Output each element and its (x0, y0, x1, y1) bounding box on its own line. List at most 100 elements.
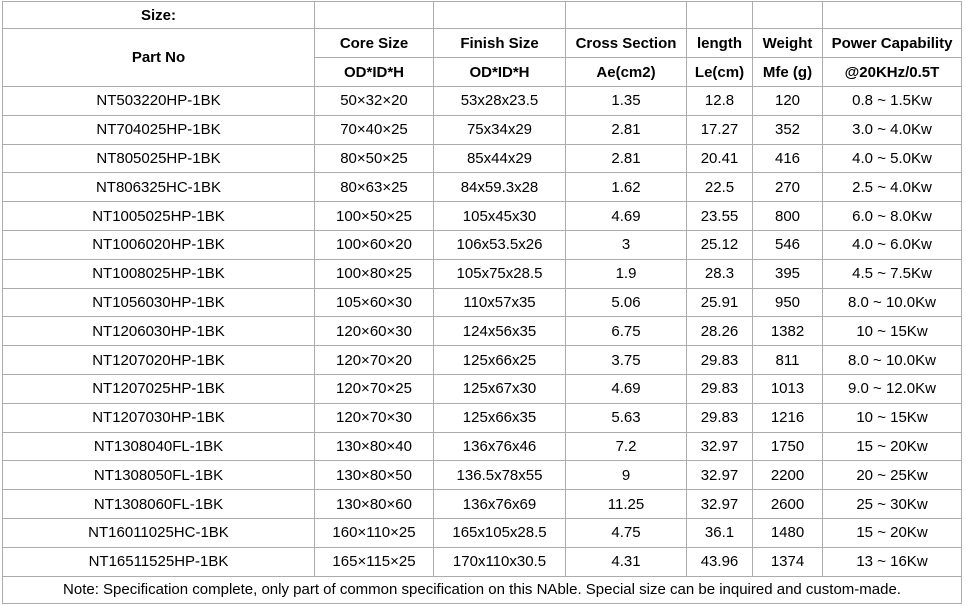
cell-power: 15 ~ 20Kw (822, 431, 962, 462)
cell-length: 36.1 (686, 517, 753, 548)
subheader-cross-section-unit: Ae(cm2) (565, 57, 687, 87)
note-row: Note: Specification complete, only part … (2, 575, 962, 604)
cell-finish-size: 75x34x29 (433, 114, 566, 145)
cell-cross-section: 7.2 (565, 431, 687, 462)
cell-part-no: NT806325HC-1BK (2, 172, 315, 203)
cell-part-no: NT16011025HC-1BK (2, 517, 315, 548)
cell-finish-size: 136x76x46 (433, 431, 566, 462)
cell-length: 22.5 (686, 172, 753, 203)
table-row: NT1207030HP-1BK 120×70×30 125x66x35 5.63 29.… (2, 402, 962, 433)
cell-length: 25.91 (686, 287, 753, 318)
table-row: NT805025HP-1BK 80×50×25 85x44x29 2.81 20.41 4… (2, 143, 962, 174)
cell-weight: 950 (752, 287, 823, 318)
table-row: NT1008025HP-1BK 100×80×25 105x75x28.5 1.9 28… (2, 258, 962, 289)
cell-part-no: NT1308050FL-1BK (2, 460, 315, 491)
cell-core-size: 120×70×20 (314, 345, 434, 375)
cell-finish-size: 110x57x35 (433, 287, 566, 318)
cell-cross-section: 4.31 (565, 546, 687, 577)
cell-weight: 270 (752, 172, 823, 203)
cell-part-no: NT16511525HP-1BK (2, 546, 315, 577)
cell-weight: 800 (752, 201, 823, 231)
cell-power: 13 ~ 16Kw (822, 546, 962, 577)
cell-length: 43.96 (686, 546, 753, 577)
table-row: NT503220HP-1BK 50×32×20 53x28x23.5 1.35 12.8… (2, 86, 962, 116)
cell-finish-size: 125x67x30 (433, 373, 566, 404)
cell-cross-section: 4.69 (565, 373, 687, 404)
cell-power: 4.5 ~ 7.5Kw (822, 258, 962, 289)
table-body: NT503220HP-1BK 50×32×20 53x28x23.5 1.35 12.8… (2, 86, 962, 577)
cell-weight: 416 (752, 143, 823, 174)
cell-finish-size: 105x45x30 (433, 201, 566, 231)
empty-cell (752, 1, 823, 29)
cell-power: 8.0 ~ 10.0Kw (822, 345, 962, 375)
cell-core-size: 50×32×20 (314, 86, 434, 116)
cell-part-no: NT1005025HP-1BK (2, 201, 315, 231)
cell-core-size: 120×70×30 (314, 402, 434, 433)
cell-core-size: 100×80×25 (314, 258, 434, 289)
cell-power: 4.0 ~ 5.0Kw (822, 143, 962, 174)
cell-part-no: NT503220HP-1BK (2, 86, 315, 116)
cell-part-no: NT1008025HP-1BK (2, 258, 315, 289)
empty-cell (686, 1, 753, 29)
table-row: NT1005025HP-1BK 100×50×25 105x45x30 4.69 23.… (2, 201, 962, 231)
cell-weight: 1480 (752, 517, 823, 548)
column-header-length: length (686, 28, 753, 58)
cell-finish-size: 136x76x69 (433, 489, 566, 519)
cell-length: 29.83 (686, 373, 753, 404)
cell-finish-size: 105x75x28.5 (433, 258, 566, 289)
cell-finish-size: 53x28x23.5 (433, 86, 566, 116)
cell-power: 15 ~ 20Kw (822, 517, 962, 548)
cell-core-size: 80×50×25 (314, 143, 434, 174)
empty-cell (433, 1, 566, 29)
cell-part-no: NT1006020HP-1BK (2, 229, 315, 260)
cell-length: 28.26 (686, 316, 753, 347)
table-row: NT16011025HC-1BK 160×110×25 165x105x28.5 4.… (2, 517, 962, 548)
table-row: NT1006020HP-1BK 100×60×20 106x53.5x26 3 25.1… (2, 229, 962, 260)
cell-power: 8.0 ~ 10.0Kw (822, 287, 962, 318)
table-row: NT1056030HP-1BK 105×60×30 110x57x35 5.06 25.… (2, 287, 962, 318)
table-row: NT806325HC-1BK 80×63×25 84x59.3x28 1.62 22.5… (2, 172, 962, 203)
cell-power: 2.5 ~ 4.0Kw (822, 172, 962, 203)
cell-power: 10 ~ 15Kw (822, 316, 962, 347)
table-row: NT1206030HP-1BK 120×60×30 124x56x35 6.75 28.… (2, 316, 962, 347)
cell-length: 28.3 (686, 258, 753, 289)
table-row: NT16511525HP-1BK 165×115×25 170x110x30.5 4.… (2, 546, 962, 577)
cell-part-no: NT1207025HP-1BK (2, 373, 315, 404)
cell-length: 20.41 (686, 143, 753, 174)
cell-finish-size: 125x66x35 (433, 402, 566, 433)
cell-cross-section: 4.69 (565, 201, 687, 231)
cell-finish-size: 165x105x28.5 (433, 517, 566, 548)
cell-core-size: 165×115×25 (314, 546, 434, 577)
table-row: NT1308060FL-1BK 130×80×60 136x76x69 11.25 32… (2, 489, 962, 519)
footnote: Note: Specification complete, only part … (2, 575, 962, 604)
column-header-power-capability: Power Capability (822, 28, 962, 58)
table-row: NT1207025HP-1BK 120×70×25 125x67x30 4.69 29.… (2, 373, 962, 404)
cell-power: 10 ~ 15Kw (822, 402, 962, 433)
cell-length: 29.83 (686, 402, 753, 433)
cell-cross-section: 9 (565, 460, 687, 491)
title-row: Size: (2, 1, 962, 29)
cell-power: 3.0 ~ 4.0Kw (822, 114, 962, 145)
cell-core-size: 105×60×30 (314, 287, 434, 318)
subheader-finish-size-unit: OD*ID*H (433, 57, 566, 87)
cell-cross-section: 3 (565, 229, 687, 260)
cell-length: 23.55 (686, 201, 753, 231)
sheet-title: Size: (2, 1, 315, 29)
cell-finish-size: 124x56x35 (433, 316, 566, 347)
cell-core-size: 120×60×30 (314, 316, 434, 347)
cell-power: 9.0 ~ 12.0Kw (822, 373, 962, 404)
cell-core-size: 160×110×25 (314, 517, 434, 548)
cell-cross-section: 3.75 (565, 345, 687, 375)
cell-cross-section: 2.81 (565, 143, 687, 174)
cell-weight: 1382 (752, 316, 823, 347)
cell-cross-section: 6.75 (565, 316, 687, 347)
table-row: NT1308040FL-1BK 130×80×40 136x76x46 7.2 32.9… (2, 431, 962, 462)
cell-part-no: NT1308040FL-1BK (2, 431, 315, 462)
subheader-core-size-unit: OD*ID*H (314, 57, 434, 87)
header-row-main: Part No Core Size Finish Size Cross Sect… (2, 28, 962, 87)
cell-weight: 120 (752, 86, 823, 116)
column-header-cross-section: Cross Section (565, 28, 687, 58)
cell-weight: 1216 (752, 402, 823, 433)
